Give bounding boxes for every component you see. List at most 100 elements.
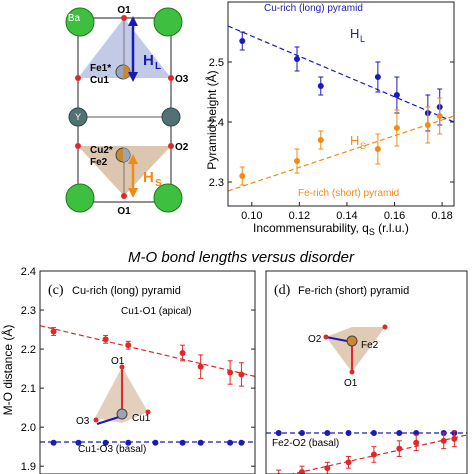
pyramid-height-xtick-label: 0.14: [336, 210, 357, 222]
hl-annotation: H: [350, 26, 359, 41]
cu-rich-data-point: [238, 371, 245, 378]
y-atom: [161, 107, 181, 127]
inset-o1-label: O1: [344, 378, 358, 389]
pyramid-height-data-point: [293, 56, 300, 62]
cu-rich-data-point: [125, 439, 132, 446]
crystal-structure-schematic: Ba Y O1 O1 O3 O2 Fe1* Cu1 Cu2* Fe2 H L H…: [65, 5, 189, 217]
pyramid-height-ylabel: Pyramid height (Å): [204, 70, 219, 169]
pyramid-height-plot-frame: [227, 1, 455, 207]
cu-rich-plot-frame: [39, 270, 256, 474]
section-title: M-O bond lengths versus disorder: [128, 249, 355, 266]
inset-o1-label: O1: [111, 356, 125, 367]
hs-label: H: [143, 169, 154, 186]
fe-rich-data-point: [440, 437, 447, 444]
cu-rich-data-point: [152, 439, 159, 446]
panel-d-title: Fe-rich (short) pyramid: [298, 285, 409, 297]
pyramid-height-fit-line: [227, 115, 455, 192]
pyramid-height-data-point: [239, 173, 246, 179]
inset-cu1-atom: [116, 408, 128, 420]
cu-rich-fit-line: [39, 325, 256, 377]
hs-annotation-sub: S: [360, 141, 366, 151]
inset-o-atom: [145, 409, 151, 415]
fe-rich-inset-schematic: O2 Fe2 O1: [308, 324, 388, 389]
fe-rich-data-point: [370, 430, 377, 437]
o1-top-label: O1: [117, 5, 131, 16]
hl-annotation-sub: L: [360, 34, 365, 44]
cu-rich-data-point: [75, 439, 82, 446]
pyramid-height-ytick-label: 2.4: [209, 117, 224, 129]
cu-rich-data-point: [179, 439, 186, 446]
cu-rich-data-point: [102, 336, 109, 343]
fe-rich-markers: [275, 430, 458, 474]
pyramid-height-xlabel: Incommensurability, qS (r.l.u.): [253, 221, 409, 237]
fe-rich-data-point: [396, 430, 403, 437]
pyramid-height-data-point: [239, 38, 246, 44]
cu-rich-data-point: [227, 369, 234, 376]
cu2-label: Cu2*: [90, 145, 113, 156]
hl-label: H: [143, 52, 154, 69]
cu-rich-data-point: [125, 342, 132, 349]
pyramid-height-data-point: [424, 122, 431, 128]
y-atom: [68, 107, 88, 127]
fe-rich-data-point: [370, 451, 377, 458]
fe-rich-data-point: [345, 459, 352, 466]
pyramid-height-data-point: [293, 158, 300, 164]
cu-rich-data-point: [227, 439, 234, 446]
cu-rich-ytick-label: 2.2: [21, 344, 36, 356]
inset-o1-atom: [349, 369, 355, 375]
o1-atom: [121, 15, 127, 21]
panel-c-title: Cu-rich (long) pyramid: [72, 285, 181, 297]
cu-rich-ytick-label: 2.3: [21, 305, 36, 317]
pyramid-height-ticks: 2.3 2.4 2.5 0.10 0.12 0.14 0.16 0.18: [209, 57, 454, 222]
pyramid-height-xtick-label: 0.10: [241, 210, 262, 222]
pyramid-height-fit-line: [227, 25, 455, 123]
o3-atom: [168, 75, 174, 81]
cu-rich-fit-lines: [39, 325, 256, 443]
pyramid-height-fit-lines: [227, 25, 455, 192]
inset-pyramid: [326, 327, 385, 372]
cu-rich-bond-chart: 1.9 2.0 2.1 2.2 2.3 2.4 O1 O3 Cu1 M-O distanc…: [0, 266, 256, 474]
fe2-o2-basal-annotation: Fe2-O2 (basal): [272, 438, 339, 449]
ba-label: Ba: [68, 13, 81, 24]
cu-rich-annotation: Cu-rich (long) pyramid: [264, 3, 363, 14]
hl-arrowhead: [128, 16, 138, 26]
inset-o2-atom: [323, 334, 329, 340]
hs-arrowhead: [128, 188, 138, 198]
ba-atom: [153, 7, 183, 37]
inset-fe2-label: Fe2: [361, 340, 379, 351]
fe-rich-data-point: [451, 435, 458, 442]
o3-atom: [75, 75, 81, 81]
fe2-label: Fe2: [90, 157, 108, 168]
fe-rich-data-point: [396, 445, 403, 452]
cu-rich-ytick-label: 2.4: [21, 266, 36, 278]
panel-d-label: (d): [274, 283, 291, 298]
cu-rich-inset-schematic: O1 O3 Cu1: [76, 356, 151, 427]
inset-fe2-atom: [346, 335, 358, 347]
fe-rich-data-point: [413, 439, 420, 446]
cu-rich-data-point: [50, 328, 57, 335]
cu2-atom: [123, 148, 130, 162]
pyramid-height-markers: [239, 31, 443, 186]
cu-rich-data-point: [238, 439, 245, 446]
fe-rich-bond-chart: O2 Fe2 O1 (d) Fe-rich (short) pyramid Fe…: [265, 270, 468, 474]
cu-rich-ytick-label: 2.0: [21, 422, 36, 434]
apical-annotation: Cu1-O1 (apical): [121, 306, 192, 317]
ba-atom: [65, 183, 95, 213]
pyramid-height-xtick-label: 0.18: [431, 210, 452, 222]
pyramid-height-ytick-label: 2.5: [209, 57, 224, 69]
cu-rich-data-point: [197, 439, 204, 446]
o2-label: O2: [175, 142, 189, 153]
ba-atom: [153, 183, 183, 213]
fe-rich-data-point: [275, 430, 282, 437]
cu1-label: Cu1: [90, 75, 109, 86]
pyramid-height-data-point: [436, 113, 443, 119]
fe-rich-data-point: [324, 430, 331, 437]
pyramid-height-data-point: [393, 125, 400, 131]
cu-rich-data-point: [197, 363, 204, 370]
o2-atom: [168, 143, 174, 149]
o3-label: O3: [175, 74, 189, 85]
cu-rich-markers: [50, 327, 245, 446]
pyramid-height-data-point: [374, 146, 381, 152]
pyramid-height-xtick-label: 0.12: [289, 210, 310, 222]
